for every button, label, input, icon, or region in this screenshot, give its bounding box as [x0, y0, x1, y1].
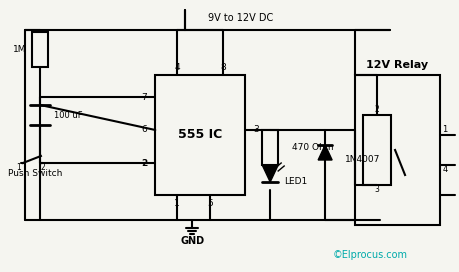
- Polygon shape: [262, 165, 278, 182]
- Text: 4: 4: [174, 63, 180, 72]
- Text: ©Elprocus.com: ©Elprocus.com: [333, 250, 408, 260]
- Polygon shape: [318, 145, 332, 160]
- Text: 3: 3: [253, 125, 259, 134]
- Text: GND: GND: [180, 236, 204, 246]
- Text: 6: 6: [141, 125, 147, 134]
- Text: 1: 1: [174, 199, 180, 208]
- Text: 4: 4: [442, 165, 448, 175]
- Text: 8: 8: [220, 63, 226, 72]
- Circle shape: [41, 161, 45, 165]
- Bar: [33, 32, 48, 67]
- Text: 1: 1: [17, 163, 21, 172]
- Text: 2: 2: [375, 106, 380, 115]
- Text: Push Switch: Push Switch: [8, 168, 62, 178]
- Text: 3: 3: [375, 186, 380, 194]
- Text: 5: 5: [207, 199, 213, 208]
- Text: 555 IC: 555 IC: [178, 128, 222, 141]
- Text: 100 uF: 100 uF: [55, 110, 83, 119]
- Text: 2: 2: [141, 159, 147, 168]
- Bar: [155, 75, 245, 195]
- Circle shape: [21, 161, 25, 165]
- Bar: [355, 75, 440, 225]
- Text: 1N4007: 1N4007: [345, 156, 381, 165]
- Text: 7: 7: [141, 92, 147, 101]
- Bar: [363, 115, 391, 185]
- Bar: [262, 130, 278, 165]
- Text: 470 Ohm: 470 Ohm: [292, 143, 334, 152]
- Text: 1: 1: [442, 125, 448, 134]
- Text: 12V Relay: 12V Relay: [366, 60, 429, 70]
- Text: 9V to 12V DC: 9V to 12V DC: [207, 13, 273, 23]
- Text: 1M: 1M: [13, 45, 27, 54]
- Text: 2: 2: [40, 163, 45, 172]
- Text: LED1: LED1: [284, 178, 308, 187]
